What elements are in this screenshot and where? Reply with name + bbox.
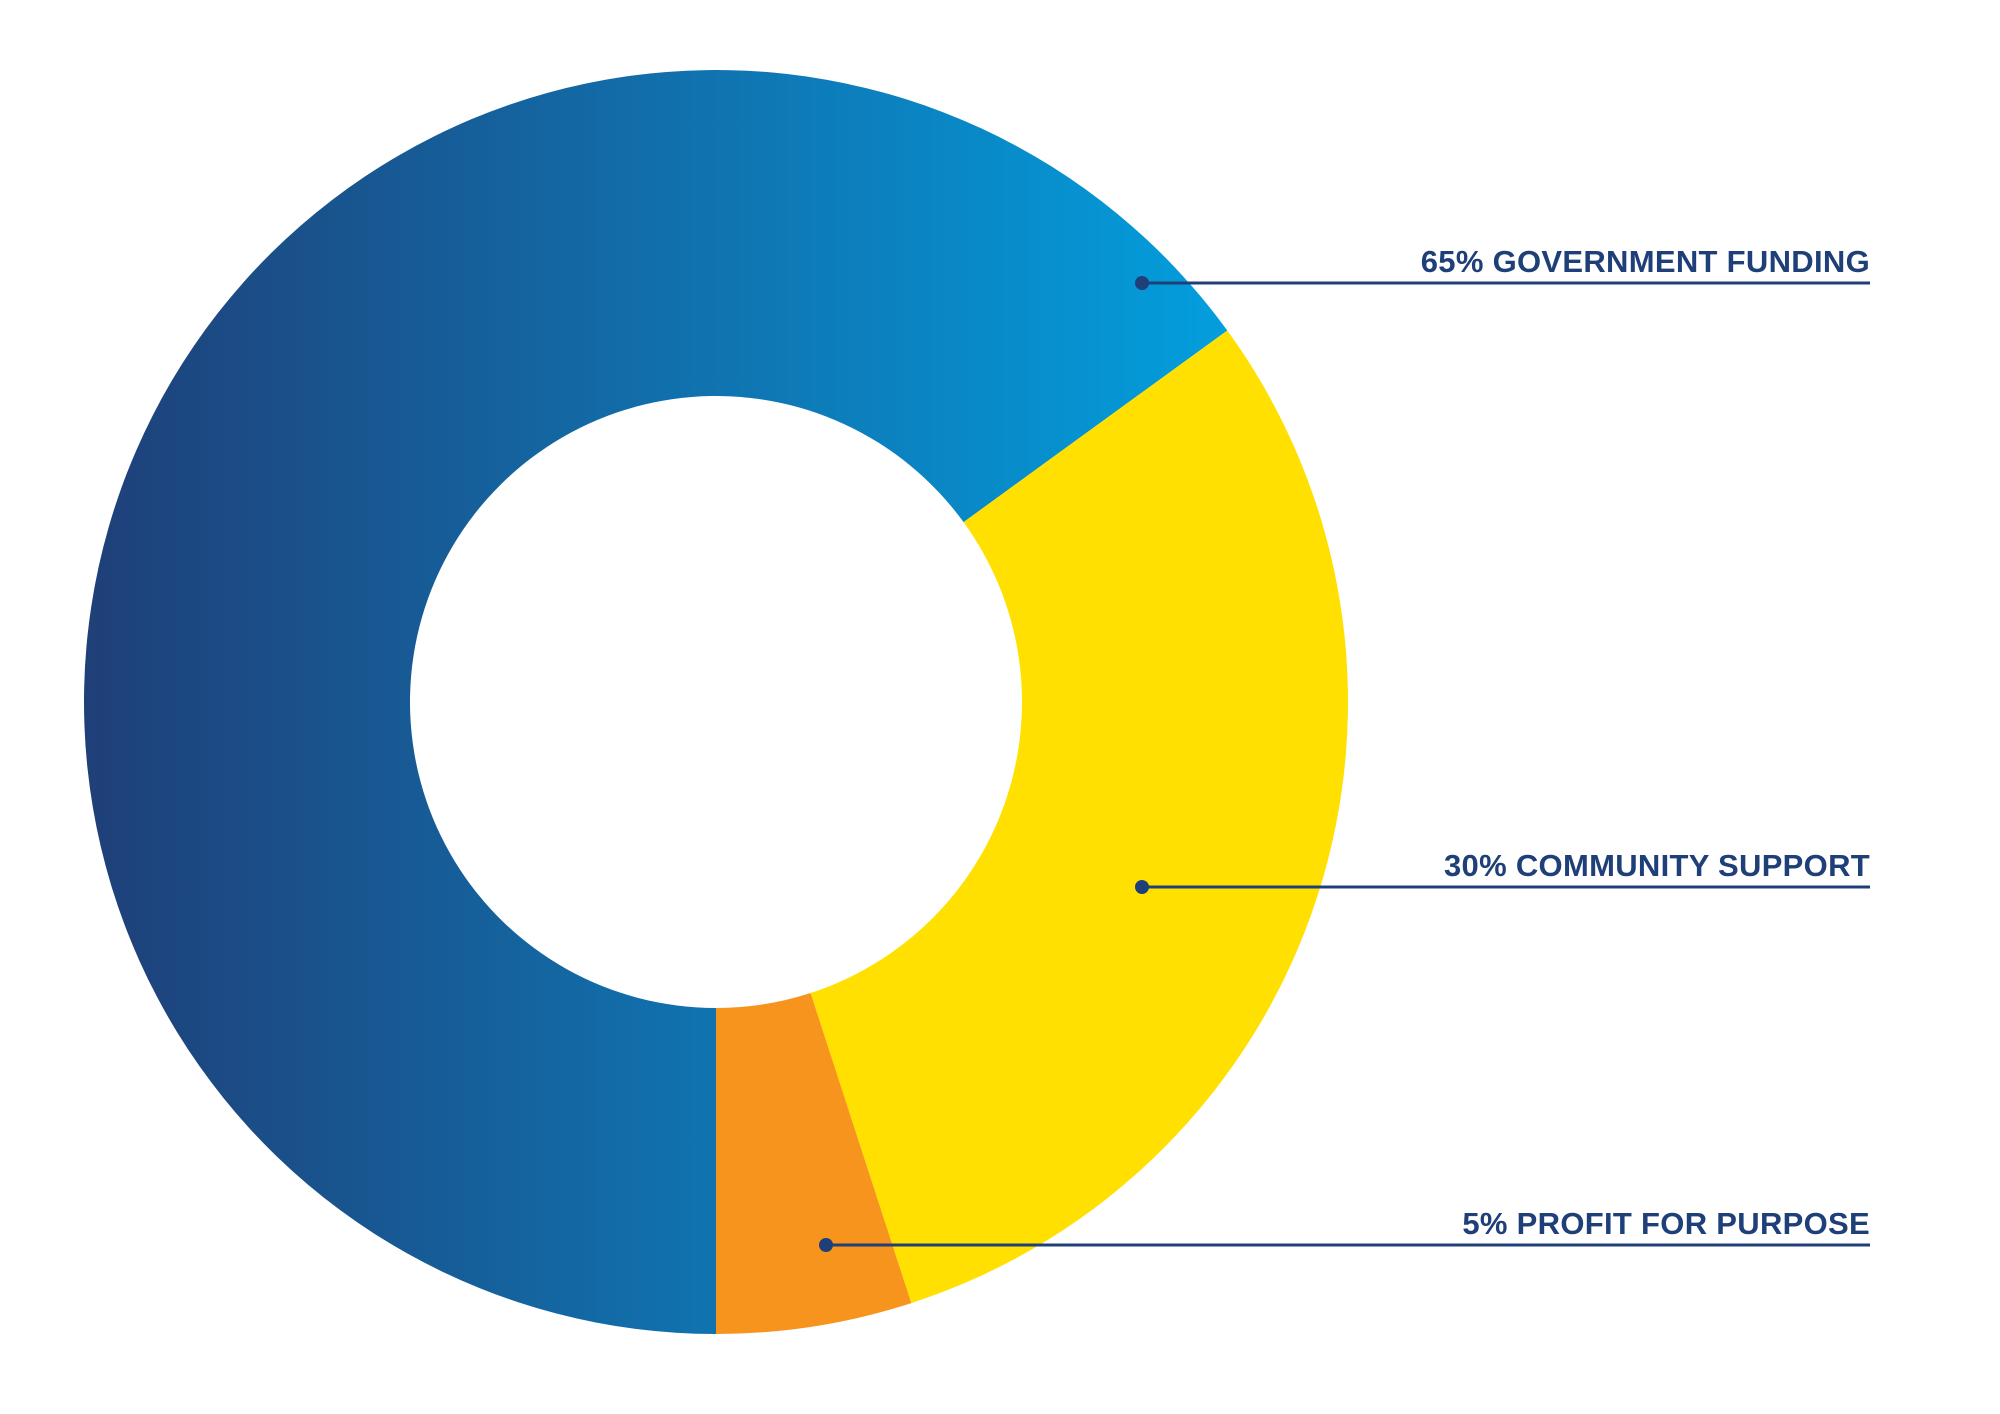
slice-label-government-funding: 65% GOVERNMENT FUNDING <box>1421 244 1870 279</box>
callout-community-support: 30% COMMUNITY SUPPORT <box>1135 848 1870 894</box>
slice-label-community-support: 30% COMMUNITY SUPPORT <box>1444 848 1870 883</box>
slice-label-profit-for-purpose: 5% PROFIT FOR PURPOSE <box>1462 1206 1870 1241</box>
slice-government-funding <box>83 69 1228 1335</box>
slice-community-support <box>810 330 1348 1304</box>
slice-profit-for-purpose <box>716 993 912 1334</box>
callout-dot-government-funding <box>1135 276 1149 290</box>
callout-government-funding: 65% GOVERNMENT FUNDING <box>1135 244 1870 290</box>
callouts-layer: 65% GOVERNMENT FUNDING 30% COMMUNITY SUPP… <box>819 244 1870 1252</box>
callout-profit-for-purpose: 5% PROFIT FOR PURPOSE <box>819 1206 1870 1252</box>
callout-dot-profit-for-purpose <box>819 1238 833 1252</box>
slices-layer <box>83 69 1348 1335</box>
callout-dot-community-support <box>1135 880 1149 894</box>
